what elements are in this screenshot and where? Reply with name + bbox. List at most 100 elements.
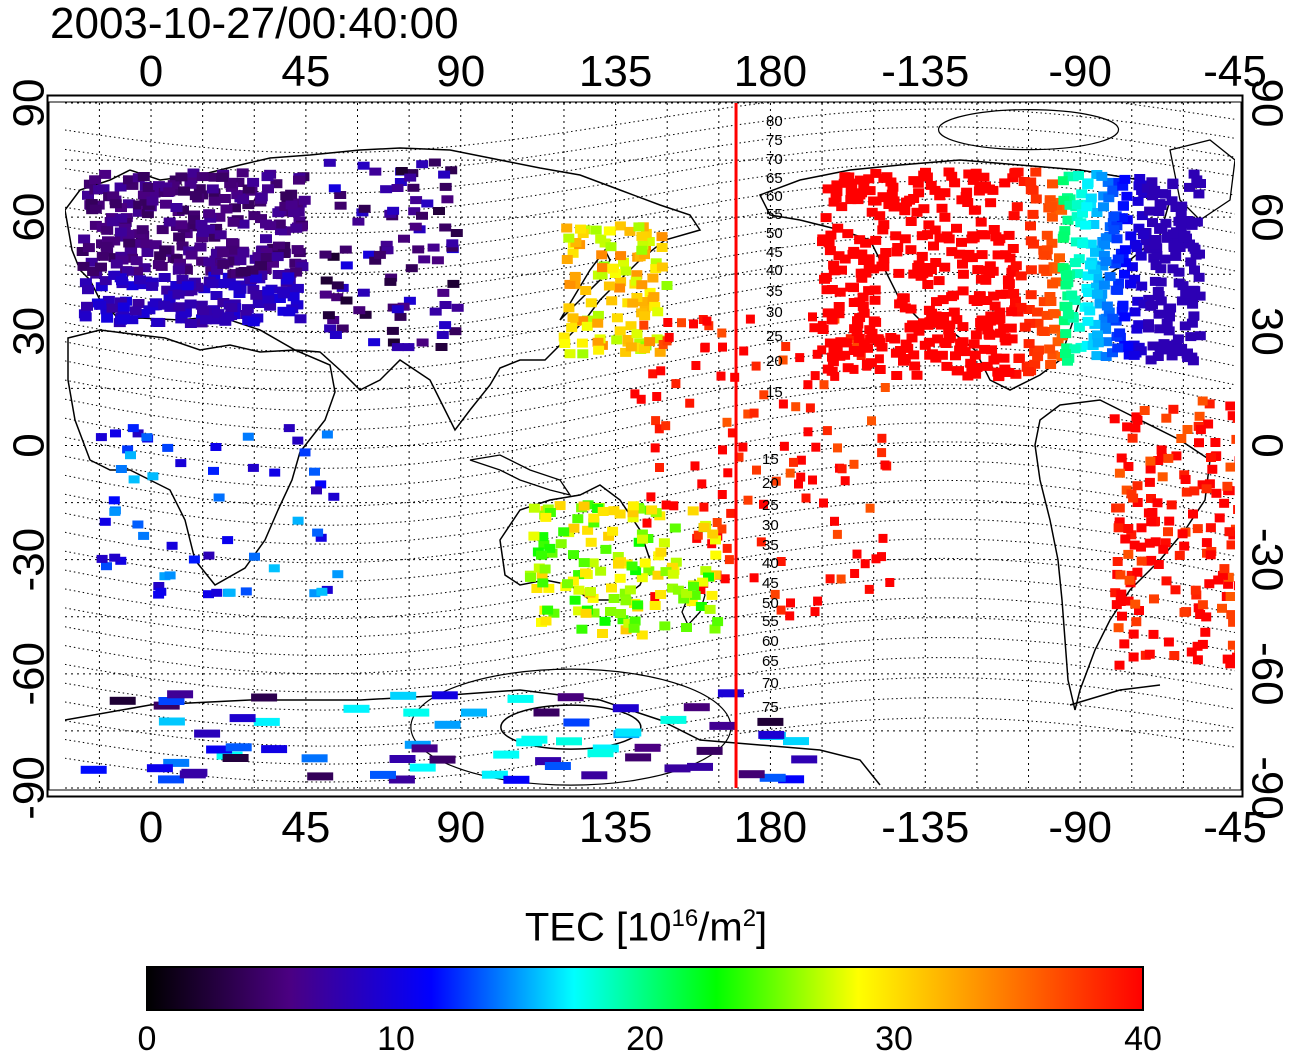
tec-cell — [1164, 312, 1175, 322]
tec-cell — [1059, 226, 1071, 236]
tec-cell — [1172, 236, 1184, 246]
tec-cell — [352, 217, 365, 226]
tec-cell — [283, 424, 295, 433]
tec-cell — [667, 583, 679, 593]
tec-cell — [1142, 556, 1153, 566]
tec-cell — [138, 531, 150, 540]
tec-cell — [649, 301, 661, 311]
tec-cell — [542, 605, 554, 615]
tec-cell — [660, 715, 687, 724]
tec-cell — [441, 195, 454, 204]
tec-cell — [1130, 423, 1141, 433]
tec-cell — [836, 265, 847, 275]
tec-cell — [546, 548, 558, 558]
tec-cell — [1192, 641, 1203, 651]
tec-cell — [839, 254, 851, 264]
tec-cell — [631, 329, 643, 339]
tec-cell — [1147, 300, 1158, 310]
tec-cell — [833, 443, 842, 453]
tec-cell — [226, 245, 239, 255]
tec-cell — [999, 178, 1011, 188]
tec-cell — [328, 184, 341, 193]
tec-cell — [743, 495, 753, 505]
tec-cell — [1151, 250, 1163, 260]
left-lat-label: 60 — [5, 193, 54, 242]
tec-cell — [1025, 221, 1036, 231]
tec-cell — [1144, 649, 1155, 659]
tec-cell — [1062, 215, 1074, 225]
tec-cell — [1045, 201, 1057, 211]
tec-cell — [1057, 176, 1069, 186]
tec-cell — [1107, 348, 1118, 358]
tec-cell — [122, 199, 135, 209]
tec-cell — [592, 744, 619, 753]
tec-cell — [576, 624, 588, 634]
tec-cell — [887, 182, 899, 192]
tec-cell — [1134, 174, 1146, 183]
tec-cell — [983, 329, 995, 339]
tec-cell — [801, 493, 811, 503]
contour-label: 70 — [766, 151, 783, 168]
tec-cell — [293, 175, 305, 185]
tec-cell — [976, 315, 988, 325]
tec-cell — [1179, 607, 1190, 617]
tec-cell — [988, 225, 1000, 234]
tec-cell — [984, 261, 996, 271]
tec-cell — [324, 324, 337, 333]
tec-cell — [595, 234, 607, 244]
tec-cell — [646, 505, 658, 515]
tec-cell — [1149, 276, 1161, 286]
tec-cell — [813, 596, 823, 606]
tec-cell — [650, 592, 660, 602]
tec-cell — [180, 229, 193, 239]
tec-cell — [851, 326, 863, 336]
tec-cell — [639, 303, 651, 313]
bottom-lon-label: -90 — [1048, 803, 1112, 852]
contour-label: 55 — [766, 206, 783, 223]
tec-cell — [101, 313, 114, 323]
colorbar-title-mid: /m — [698, 905, 743, 950]
tec-cell — [876, 342, 888, 352]
tec-cell — [137, 308, 150, 318]
tec-cell — [206, 184, 219, 194]
tec-cell — [929, 185, 941, 195]
tec-cell — [1116, 306, 1128, 316]
colorbar-tick-label: 30 — [875, 1020, 913, 1057]
tec-cell — [291, 245, 304, 255]
tec-cell — [246, 265, 259, 275]
tec-cell — [173, 232, 186, 242]
tec-cell — [608, 594, 620, 603]
tec-cell — [540, 616, 552, 626]
tec-cell — [1060, 270, 1072, 280]
tec-cell — [588, 513, 600, 523]
tec-cell — [588, 608, 600, 618]
tec-cell — [1181, 487, 1192, 497]
tec-cell — [249, 273, 262, 283]
tec-cell — [1111, 234, 1123, 244]
tec-cell — [636, 573, 648, 583]
tec-cell — [606, 583, 617, 593]
tec-cell — [1158, 339, 1170, 349]
tec-cell — [1110, 588, 1121, 598]
tec-cell — [1195, 610, 1206, 619]
tec-cell — [539, 564, 551, 574]
tec-cell — [1114, 660, 1125, 670]
tec-cell — [667, 569, 679, 579]
tec-cell — [632, 600, 644, 610]
tec-cell — [176, 241, 189, 251]
tec-cell — [1168, 243, 1180, 252]
tec-cell — [175, 220, 188, 230]
tec-cell — [99, 517, 111, 526]
tec-cell — [283, 307, 296, 317]
tec-cell — [247, 463, 259, 472]
tec-cell — [127, 424, 139, 433]
tec-cell — [1192, 524, 1203, 534]
tec-cell — [241, 304, 254, 314]
tec-cell — [198, 284, 211, 294]
tec-cell — [627, 298, 639, 308]
tec-cell — [188, 555, 200, 564]
tec-cell — [296, 262, 309, 272]
tec-cell — [633, 504, 645, 514]
tec-cell — [232, 178, 245, 187]
tec-cell — [631, 270, 643, 280]
